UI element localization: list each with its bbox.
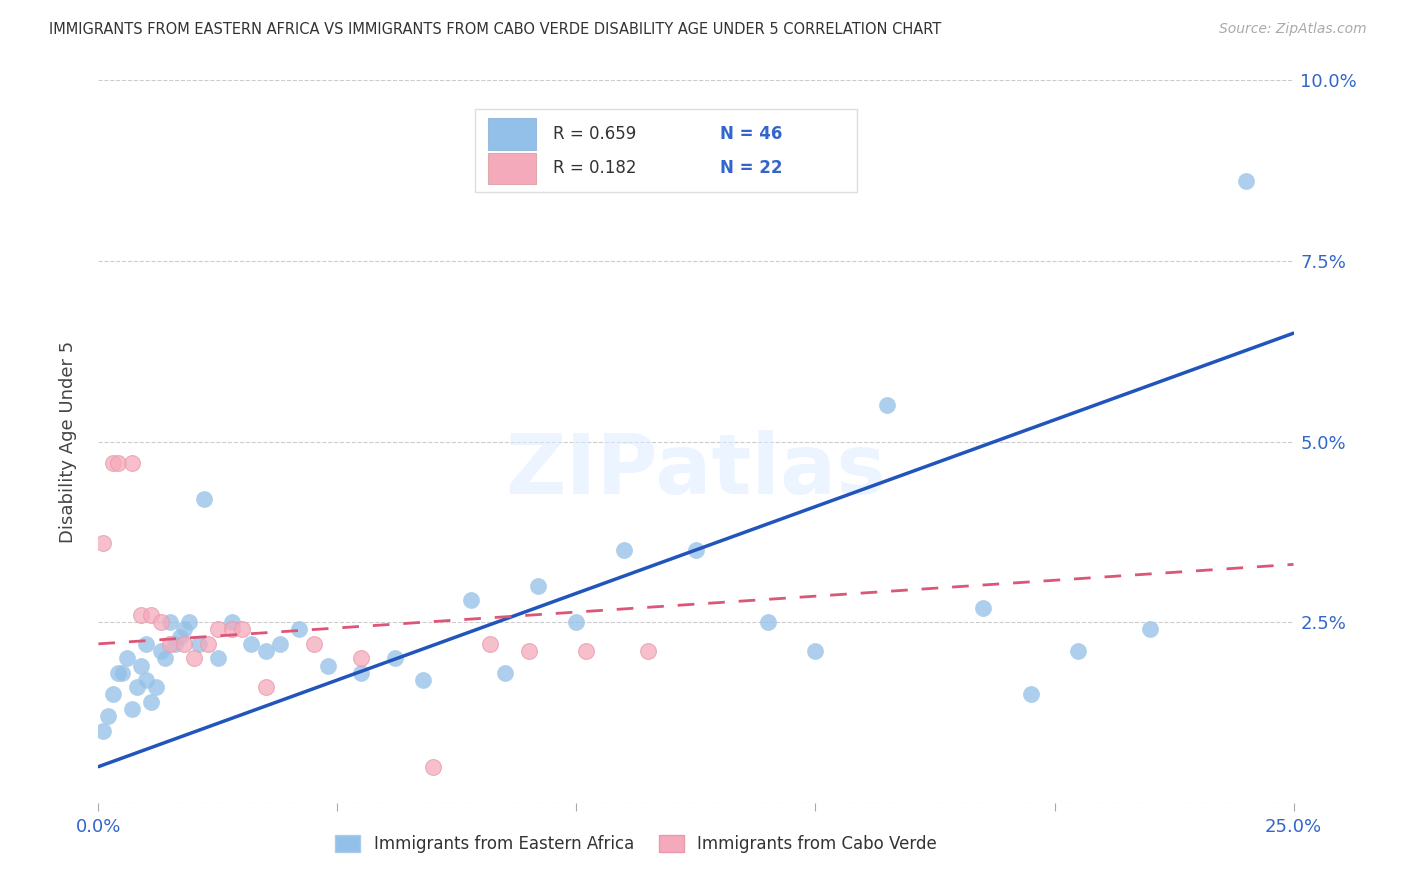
Text: N = 22: N = 22 (720, 160, 782, 178)
Point (159, 637, 181, 651)
Point (685, 542, 707, 557)
Point (1019, 687, 1042, 701)
FancyBboxPatch shape (488, 118, 536, 150)
Point (101, 687, 124, 701)
Point (460, 593, 482, 607)
Point (121, 702, 143, 716)
Point (350, 651, 373, 665)
Legend: Immigrants from Eastern Africa, Immigrants from Cabo Verde: Immigrants from Eastern Africa, Immigran… (329, 828, 943, 860)
Point (107, 456, 129, 470)
Point (1234, 174, 1257, 188)
Point (221, 623, 243, 637)
Text: Source: ZipAtlas.com: Source: ZipAtlas.com (1219, 22, 1367, 37)
Point (804, 644, 827, 658)
Point (187, 637, 209, 651)
Point (155, 651, 177, 665)
Point (139, 607, 162, 622)
Point (517, 644, 540, 658)
Point (288, 623, 311, 637)
Point (131, 607, 153, 622)
Point (111, 665, 134, 680)
Point (479, 637, 502, 651)
Point (302, 637, 325, 651)
Y-axis label: Disability Age Under 5: Disability Age Under 5 (59, 341, 77, 542)
Point (207, 623, 229, 637)
FancyBboxPatch shape (488, 153, 536, 185)
Point (756, 615, 779, 630)
Text: R = 0.659: R = 0.659 (553, 125, 636, 143)
Point (91, 535, 114, 549)
Point (1067, 644, 1090, 658)
Point (1139, 623, 1161, 637)
Point (316, 658, 339, 673)
Point (876, 398, 898, 412)
Text: R = 0.182: R = 0.182 (553, 160, 636, 178)
Point (269, 637, 291, 651)
Point (149, 615, 172, 630)
Point (115, 651, 138, 665)
Point (135, 673, 157, 687)
Point (169, 630, 191, 644)
Point (183, 651, 205, 665)
Point (159, 615, 181, 630)
FancyBboxPatch shape (475, 109, 858, 193)
Point (193, 492, 215, 507)
Point (107, 665, 129, 680)
Point (972, 600, 994, 615)
Point (207, 651, 229, 665)
Point (422, 760, 444, 774)
Point (384, 651, 406, 665)
Point (231, 623, 253, 637)
Point (494, 665, 516, 680)
Point (173, 623, 195, 637)
Point (197, 637, 219, 651)
Point (350, 665, 373, 680)
Point (565, 615, 588, 630)
Point (125, 680, 148, 694)
Point (101, 456, 124, 470)
Point (613, 542, 636, 557)
Point (254, 680, 277, 694)
Point (145, 680, 167, 694)
Text: N = 46: N = 46 (720, 125, 782, 143)
Point (240, 637, 263, 651)
Point (412, 673, 434, 687)
Point (97, 709, 120, 723)
Point (575, 644, 598, 658)
Point (135, 637, 157, 651)
Text: ZIPatlas: ZIPatlas (506, 430, 886, 511)
Point (637, 644, 659, 658)
Point (121, 456, 143, 470)
Point (173, 637, 195, 651)
Point (139, 695, 162, 709)
Point (221, 615, 243, 630)
Point (254, 644, 277, 658)
Point (163, 637, 186, 651)
Point (527, 579, 550, 593)
Point (131, 658, 153, 673)
Point (91, 723, 114, 738)
Point (149, 644, 172, 658)
Point (179, 615, 201, 630)
Text: IMMIGRANTS FROM EASTERN AFRICA VS IMMIGRANTS FROM CABO VERDE DISABILITY AGE UNDE: IMMIGRANTS FROM EASTERN AFRICA VS IMMIGR… (49, 22, 942, 37)
